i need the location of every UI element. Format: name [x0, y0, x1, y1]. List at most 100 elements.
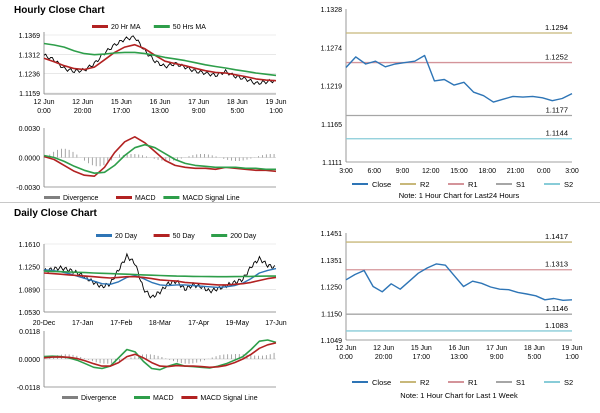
hourly-pivot-y-tick-label: 1.1328 — [321, 7, 343, 14]
daily-price-x-tick-label: 18-Mar — [149, 320, 172, 327]
hourly-pivot-s2-value: 1.1144 — [546, 129, 568, 138]
daily-pivot-y-tick-label: 1.1351 — [321, 258, 343, 265]
daily-pivot-x-tick-label: 12 Jun — [335, 345, 356, 352]
hourly-pivot-y-tick-label: 1.1219 — [321, 84, 343, 91]
hourly-price-x-tick-label: 13:00 — [151, 108, 169, 115]
daily-pivot-x-tick-label: 0:00 — [339, 354, 353, 361]
daily-pivot-r2-value: 1.1417 — [545, 232, 568, 241]
hourly-pivot-y-tick-label: 1.1111 — [322, 160, 342, 167]
daily-pivot-legend-swatch — [496, 381, 512, 383]
daily-price-legend-swatch — [211, 234, 228, 237]
daily-pivot-y-tick-label: 1.1150 — [321, 311, 342, 318]
hourly-20hr-ma-line — [43, 43, 277, 82]
hourly-price-x-tick-label: 12 Jun — [33, 99, 54, 106]
daily-macd-legend-swatch — [181, 396, 198, 399]
hourly-price-legend-swatch — [92, 25, 108, 28]
hourly-macd-legend-swatch — [163, 196, 180, 199]
daily-price-x-tick-label: 17-Jun — [265, 320, 287, 327]
daily-pivot-x-tick-label: 19 Jun — [561, 345, 582, 352]
daily-pivot-close-line — [345, 263, 573, 301]
daily-pivot-legend-label: S1 — [516, 378, 525, 387]
hourly-price-x-tick-label: 9:00 — [192, 108, 206, 115]
daily-pivot-x-tick-label: 15 Jun — [411, 345, 432, 352]
daily-macd-legend-label: MACD Signal Line — [200, 395, 257, 402]
hourly-pivot-legend-label: S2 — [564, 180, 573, 189]
daily-pivot-r1-value: 1.1313 — [545, 260, 568, 269]
daily-macd-legend-swatch — [134, 396, 150, 399]
daily-pivot-x-tick-label: 1:00 — [565, 354, 579, 361]
hourly-price-x-tick-label: 19 Jun — [265, 99, 286, 106]
daily-macd-legend-label: MACD — [153, 395, 174, 402]
hourly-pivot-legend-label: S1 — [516, 180, 525, 189]
daily-macd-legend-swatch — [62, 396, 78, 399]
hourly-pivot-note: Note: 1 Hour Chart for Last24 Hours — [399, 191, 520, 200]
daily-macd-line — [43, 339, 277, 371]
hourly-pivot-legend-swatch — [448, 183, 464, 185]
daily-pivot-note: Note: 1 Hour Chart for Last 1 Week — [400, 391, 518, 400]
hourly-pivot-x-tick-label: 0:00 — [537, 168, 551, 175]
hourly-macd-signal-line — [43, 143, 276, 174]
hourly-macd-y-tick-label: 0.0000 — [19, 156, 41, 163]
daily-macd-y-tick-label: -0.0118 — [17, 385, 40, 392]
hourly-price-legend-label: 20 Hr MA — [111, 24, 141, 31]
daily-macd-y-tick-label: 0.0118 — [19, 329, 40, 336]
hourly-pivot-x-tick-label: 9:00 — [396, 168, 410, 175]
hourly-macd-y-tick-label: 0.0030 — [19, 126, 41, 133]
daily-macd-signal-line — [43, 342, 277, 369]
daily-price-legend-swatch — [96, 234, 112, 237]
daily-price-legend-label: 50 Day — [173, 233, 196, 240]
daily-macd-y-tick-label: 0.0000 — [19, 357, 41, 364]
hourly-price-x-tick-label: 1:00 — [269, 108, 283, 115]
hourly-price-x-tick-label: 18 Jun — [227, 99, 248, 106]
daily-pivot-y-tick-label: 1.1451 — [321, 231, 343, 238]
daily-pivot-legend-label: S2 — [564, 378, 573, 387]
hourly-price-x-tick-label: 16 Jun — [149, 99, 170, 106]
daily-50day-line — [43, 272, 277, 286]
hourly-pivot-legend-swatch — [496, 183, 512, 185]
hourly-pivot-x-tick-label: 3:00 — [339, 168, 353, 175]
hourly-pivot-legend-swatch — [544, 183, 560, 185]
daily-pivot-legend-swatch — [544, 381, 560, 383]
daily-price-y-tick-label: 1.1250 — [19, 265, 41, 272]
daily-pivot-legend-swatch — [352, 381, 368, 383]
daily-pivot-x-tick-label: 18 Jun — [524, 345, 545, 352]
hourly-macd-legend-label: MACD — [135, 195, 156, 202]
daily-price-legend-swatch — [153, 234, 170, 237]
hourly-price-y-tick-label: 1.1312 — [19, 52, 41, 59]
hourly-pivot-y-tick-label: 1.1274 — [321, 45, 343, 52]
daily-pivot-x-tick-label: 12 Jun — [373, 345, 394, 352]
hourly-50hrs-ma-line — [43, 42, 277, 77]
hourly-pivot-x-tick-label: 21:00 — [507, 168, 525, 175]
daily-price-y-tick-label: 1.1610 — [19, 242, 41, 249]
daily-pivot-x-tick-label: 16 Jun — [448, 345, 469, 352]
daily-pivot-x-tick-label: 9:00 — [490, 354, 504, 361]
hourly-price-x-tick-label: 17:00 — [113, 108, 131, 115]
daily-pivot-y-tick-label: 1.1049 — [321, 338, 343, 345]
daily-section-title: Daily Close Chart — [14, 208, 97, 219]
hourly-macd-y-tick-label: -0.0030 — [16, 185, 40, 192]
daily-200day-line — [43, 270, 276, 278]
hourly-price-x-tick-label: 17 Jun — [188, 99, 209, 106]
hourly-price-x-tick-label: 12 Jun — [72, 99, 93, 106]
hourly-pivot-x-tick-label: 15:00 — [450, 168, 468, 175]
hourly-macd-legend-label: MACD Signal Line — [182, 195, 239, 202]
daily-pivot-x-tick-label: 13:00 — [450, 354, 468, 361]
hourly-pivot-legend-swatch — [400, 183, 416, 185]
daily-pivot-x-tick-label: 20:00 — [375, 354, 393, 361]
daily-price-legend-label: 20 Day — [115, 233, 138, 240]
hourly-pivot-x-tick-label: 12:00 — [422, 168, 440, 175]
daily-pivot-y-tick-label: 1.1250 — [321, 285, 343, 292]
hourly-price-y-tick-label: 1.1369 — [19, 33, 41, 40]
hourly-pivot-legend-swatch — [352, 183, 368, 185]
hourly-price-x-tick-label: 5:00 — [231, 108, 245, 115]
hourly-macd-legend-swatch — [44, 196, 60, 199]
daily-pivot-x-tick-label: 17:00 — [413, 354, 431, 361]
daily-pivot-legend-swatch — [448, 381, 464, 383]
hourly-pivot-s1-value: 1.1177 — [546, 105, 568, 114]
daily-pivot-legend-label: R2 — [420, 378, 430, 387]
daily-pivot-legend-label: Close — [372, 378, 391, 387]
hourly-pivot-y-tick-label: 1.1165 — [321, 122, 342, 129]
daily-price-x-tick-label: 17-Feb — [110, 320, 132, 327]
hourly-price-y-tick-label: 1.1236 — [19, 72, 41, 79]
